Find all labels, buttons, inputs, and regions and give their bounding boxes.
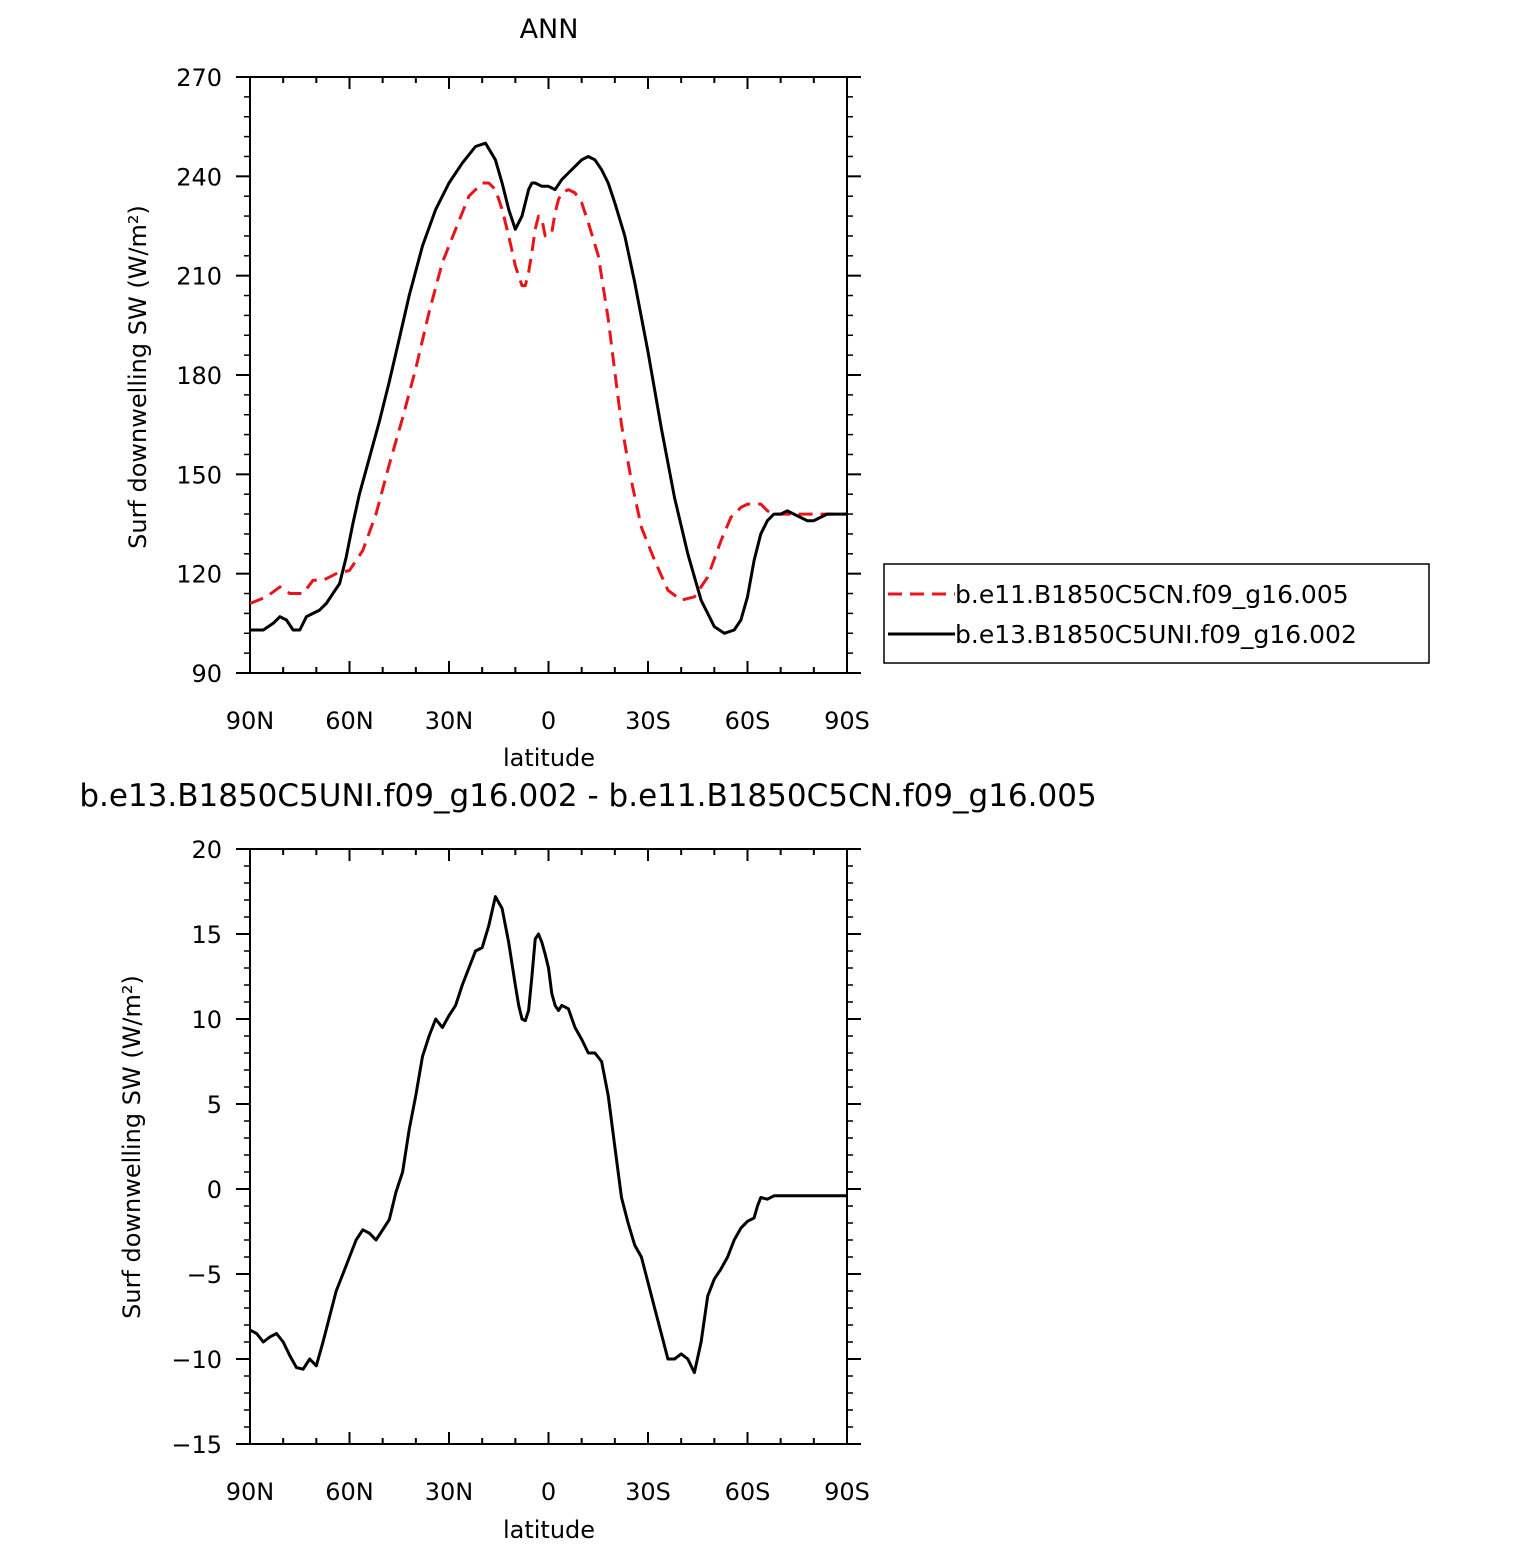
x-tick-label: 90N xyxy=(226,707,275,735)
x-tick-label: 60S xyxy=(725,707,771,735)
x-tick-label: 90N xyxy=(226,1478,275,1506)
y-tick-label: 180 xyxy=(176,362,222,390)
x-tick-label: 60N xyxy=(325,707,374,735)
y-tick-label: 0 xyxy=(207,1176,222,1204)
y-tick-label: 10 xyxy=(191,1006,222,1034)
y-axis-label-top: Surf downwelling SW (W/m²) xyxy=(124,205,152,549)
x-tick-label: 0 xyxy=(541,1478,556,1506)
x-tick-label: 0 xyxy=(541,707,556,735)
y-tick-label: 5 xyxy=(207,1091,222,1119)
x-tick-label: 30N xyxy=(425,1478,474,1506)
y-tick-label: 270 xyxy=(176,64,222,92)
x-tick-label: 90S xyxy=(824,1478,870,1506)
y-tick-label: −10 xyxy=(171,1346,222,1374)
y-tick-label: 120 xyxy=(176,561,222,589)
y-tick-label: 20 xyxy=(191,836,222,864)
plot-frame xyxy=(249,848,848,1445)
series-line-0 xyxy=(249,895,847,1375)
series-line-0 xyxy=(249,181,847,605)
y-tick-label: 240 xyxy=(176,163,222,191)
y-axis-label-bottom: Surf downwelling SW (W/m²) xyxy=(118,975,146,1319)
chart-marks: 90N 60N 30N 0 30S 60S 90S901201501802102402709… xyxy=(171,64,870,1506)
plot-panel-1: 90N 60N 30N 0 30S 60S 90S −15 −10 −5 0 5 10 15 20 xyxy=(171,836,870,1506)
x-tick-label: 60N xyxy=(325,1478,374,1506)
x-tick-label: 30S xyxy=(625,707,671,735)
legend-box xyxy=(883,563,1430,664)
legend: b.e11.B1850C5CN.f09_g16.005 b.e13.B1850C… xyxy=(883,563,1430,664)
y-tick-label: 210 xyxy=(176,263,222,291)
y-tick-label: −5 xyxy=(187,1261,222,1289)
y-tick-label: 150 xyxy=(176,461,222,489)
x-tick-label: 30S xyxy=(625,1478,671,1506)
legend-label-0: b.e11.B1850C5CN.f09_g16.005 xyxy=(955,580,1349,609)
y-tick-label: 90 xyxy=(191,660,222,688)
chart-title-top: ANN xyxy=(520,14,579,45)
y-tick-label: −15 xyxy=(171,1431,222,1459)
x-tick-label: 30N xyxy=(425,707,474,735)
legend-label-1: b.e13.B1850C5UNI.f09_g16.002 xyxy=(955,620,1357,649)
x-axis-label-top: latitude xyxy=(503,744,595,772)
plot-panel-0: 90N 60N 30N 0 30S 60S 90S 90 120 150 180 210 240 270 xyxy=(176,64,870,735)
x-tick-label: 60S xyxy=(725,1478,771,1506)
x-axis-label-bottom: latitude xyxy=(503,1516,595,1544)
y-tick-label: 15 xyxy=(191,921,222,949)
chart-title-bottom: b.e13.B1850C5UNI.f09_g16.002 - b.e11.B18… xyxy=(79,778,1096,814)
series-line-1 xyxy=(250,141,847,635)
x-tick-label: 90S xyxy=(824,707,870,735)
